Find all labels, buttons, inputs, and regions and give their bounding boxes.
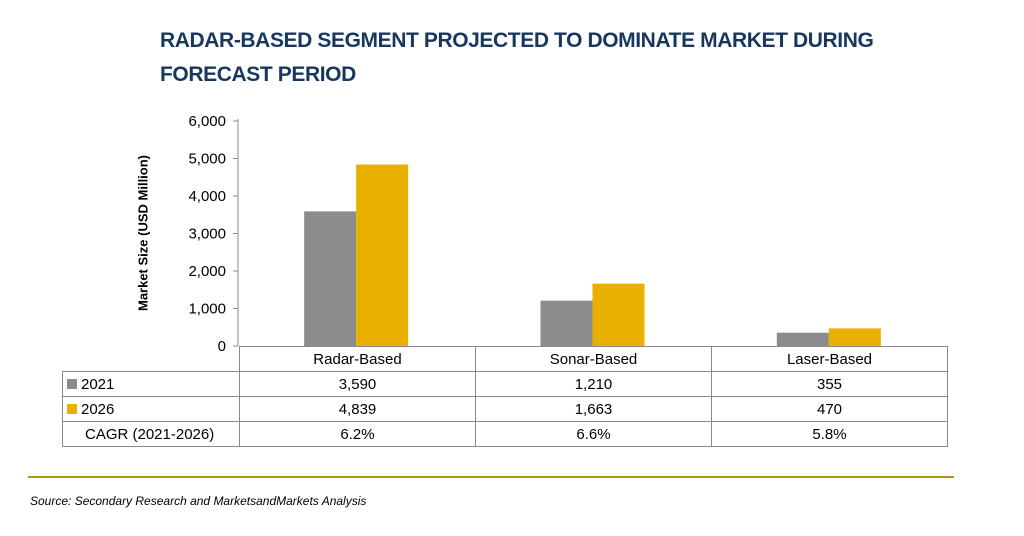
value-cell-2021-laser: 355 [711,371,948,397]
legend-swatch-2026 [67,403,77,414]
bar-2026-sonar-based [592,283,645,346]
legend-label-2026: 2026 [81,400,115,418]
value-cell-2026-sonar: 1,663 [475,396,712,422]
category-label-radar: Radar-Based [239,346,476,372]
y-tick-label: 6,000 [188,113,226,130]
bar-2026-laser-based [828,328,881,346]
category-label-laser: Laser-Based [711,346,948,372]
table-corner-cell [62,346,240,372]
chart-title: RADAR-BASED SEGMENT PROJECTED TO DOMINAT… [160,29,874,86]
legend-label-2021: 2021 [81,375,115,393]
value-cell-2021-radar: 3,590 [239,371,476,397]
table-row-cagr: CAGR (2021-2026) 6.2% 6.6% 5.8% [62,421,948,447]
y-tick-label: 3,000 [188,226,226,243]
value-cell-2021-sonar: 1,210 [475,371,712,397]
y-tick-label: 1,000 [188,301,226,318]
table-header-row: Radar-Based Sonar-Based Laser-Based [62,346,948,372]
cagr-cell-radar: 6.2% [239,421,476,447]
data-table: Radar-Based Sonar-Based Laser-Based 2021… [62,346,948,447]
value-cell-2026-laser: 470 [711,396,948,422]
category-label-sonar: Sonar-Based [475,346,712,372]
cagr-row-label: CAGR (2021-2026) [62,421,240,447]
table-row-2026: 2026 4,839 1,663 470 [62,396,948,422]
source-note: Source: Secondary Research and Marketsan… [30,494,367,508]
bar-2026-radar-based [356,164,409,346]
bar-2021-radar-based [304,211,357,346]
table-row-2021: 2021 3,590 1,210 355 [62,371,948,397]
bar-2021-laser-based [776,332,829,346]
value-cell-2026-radar: 4,839 [239,396,476,422]
y-tick-label: 4,000 [188,188,226,205]
cagr-cell-laser: 5.8% [711,421,948,447]
legend-swatch-2021 [67,378,77,389]
y-tick-label: 2,000 [188,263,226,280]
legend-entry-2021: 2021 [62,371,240,397]
y-tick-label: 5,000 [188,151,226,168]
cagr-cell-sonar: 6.6% [475,421,712,447]
legend-entry-2026: 2026 [62,396,240,422]
divider-rule [28,476,954,478]
bar-2021-sonar-based [540,300,593,346]
